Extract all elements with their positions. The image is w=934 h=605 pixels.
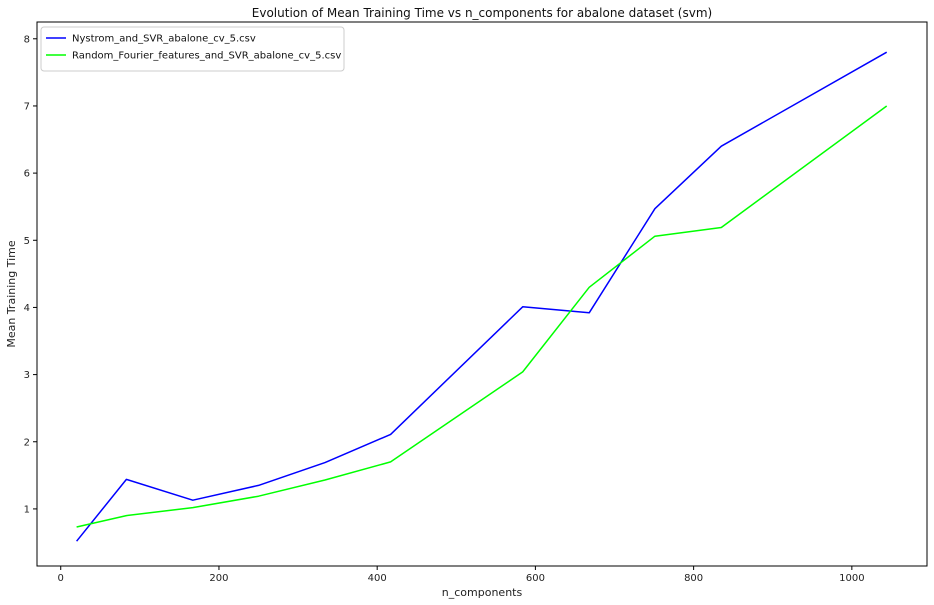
x-axis-label: n_components bbox=[442, 586, 523, 599]
legend-label-2: Random_Fourier_features_and_SVR_abalone_… bbox=[72, 51, 341, 62]
y-tick-label: 8 bbox=[24, 34, 30, 45]
x-tick-label: 0 bbox=[58, 573, 64, 584]
x-axis: 0 200 400 600 800 1000 bbox=[58, 566, 865, 584]
x-tick-label: 1000 bbox=[839, 573, 864, 584]
series-group bbox=[76, 51, 888, 542]
legend: Nystrom_and_SVR_abalone_cv_5.csv Random_F… bbox=[40, 26, 345, 72]
x-tick-label: 400 bbox=[368, 573, 387, 584]
x-tick-label: 600 bbox=[526, 573, 545, 584]
chart-title: Evolution of Mean Training Time vs n_com… bbox=[252, 6, 712, 20]
y-tick-label: 6 bbox=[24, 169, 30, 180]
legend-label-1: Nystrom_and_SVR_abalone_cv_5.csv bbox=[72, 34, 256, 45]
y-tick-label: 3 bbox=[24, 370, 30, 381]
x-tick-label: 200 bbox=[209, 573, 228, 584]
series-line-1 bbox=[76, 51, 888, 542]
x-tick-label: 800 bbox=[684, 573, 703, 584]
legend-box bbox=[40, 26, 345, 72]
y-tick-label: 4 bbox=[24, 303, 30, 314]
y-tick-label: 2 bbox=[24, 437, 30, 448]
y-tick-label: 7 bbox=[24, 101, 30, 112]
y-tick-label: 5 bbox=[24, 236, 30, 247]
y-axis: 1 2 3 4 5 6 7 8 bbox=[24, 34, 37, 515]
plot-area bbox=[36, 21, 928, 567]
y-tick-label: 1 bbox=[24, 504, 30, 515]
y-axis-label: Mean Training Time bbox=[5, 240, 18, 348]
series-line-2 bbox=[76, 105, 888, 528]
